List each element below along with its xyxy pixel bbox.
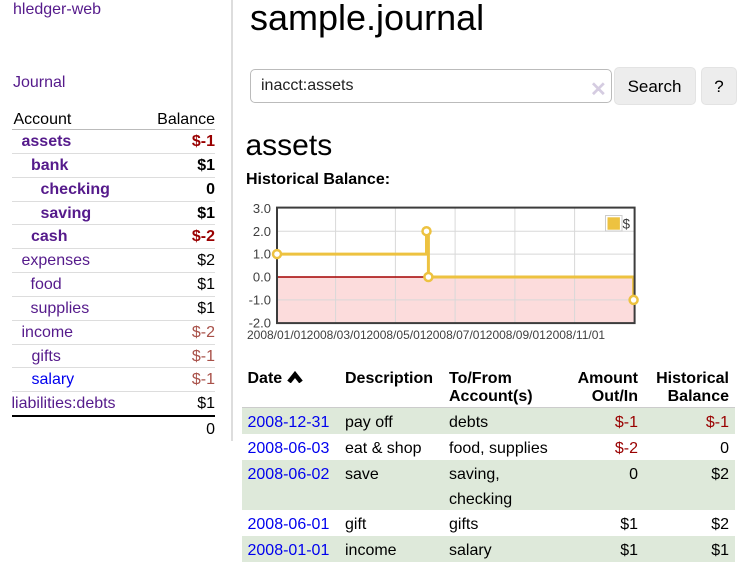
svg-text:2008/01/01: 2008/01/01	[247, 328, 307, 342]
svg-text:-2.0: -2.0	[249, 315, 271, 330]
svg-text:-1.0: -1.0	[249, 293, 271, 308]
svg-text:2008/03/01: 2008/03/01	[307, 328, 367, 342]
svg-text:3.0: 3.0	[253, 201, 271, 216]
svg-text:2008/05/01: 2008/05/01	[366, 328, 426, 342]
svg-text:2008/07/01: 2008/07/01	[426, 328, 486, 342]
svg-text:1.0: 1.0	[253, 247, 271, 262]
svg-text:2.0: 2.0	[253, 224, 271, 239]
svg-text:2008/09/01: 2008/09/01	[486, 328, 546, 342]
svg-text:2008/11/01: 2008/11/01	[546, 328, 605, 342]
svg-text:$: $	[623, 217, 631, 232]
svg-text:0.0: 0.0	[253, 270, 271, 285]
